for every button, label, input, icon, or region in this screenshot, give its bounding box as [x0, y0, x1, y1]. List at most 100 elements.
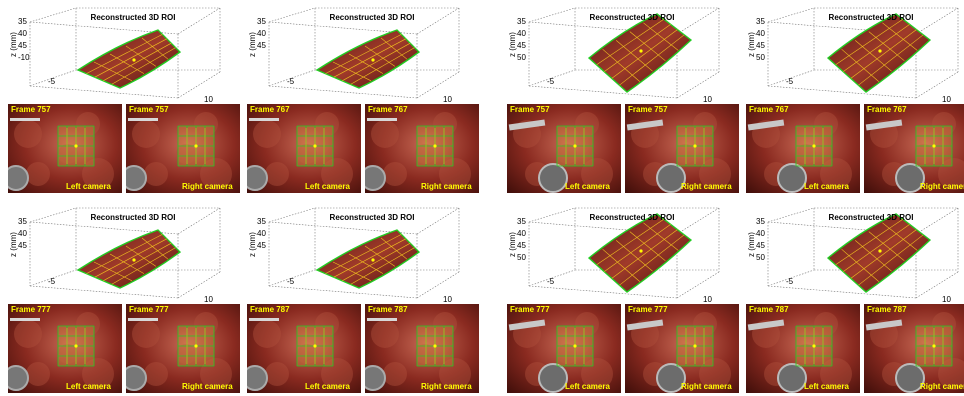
- z-tick-label: 50: [756, 53, 765, 62]
- x-tick-label: -5: [287, 277, 295, 286]
- stereo-camera-pair: Frame 757 Left camera Frame 757 Right camer…: [507, 104, 743, 193]
- roi-grid-overlay: [915, 125, 953, 167]
- z-tick-label: 40: [257, 229, 266, 238]
- roi-grid-overlay: [915, 325, 953, 367]
- endoscope-image: [625, 104, 739, 193]
- z-axis-label: z (mm): [746, 32, 756, 57]
- left-camera-view: Frame 777 Left camera: [507, 304, 621, 393]
- right-camera-label: Right camera: [681, 182, 732, 191]
- reconstruction-panel: Reconstructed 3D ROI z (mm) 35 40 45 50 -5 10 Fr…: [507, 0, 743, 193]
- endoscope-image: [507, 104, 621, 193]
- endoscope-image: [247, 304, 361, 393]
- roi-grid-overlay: [177, 125, 215, 167]
- right-camera-view: Frame 767 Right camera: [864, 104, 964, 193]
- left-camera-label: Left camera: [804, 182, 849, 191]
- roi-surface: [587, 213, 693, 293]
- x-tick-label: 10: [703, 95, 712, 104]
- z-tick-label: 40: [18, 29, 27, 38]
- z-tick-label: 40: [18, 229, 27, 238]
- roi-title: Reconstructed 3D ROI: [589, 13, 675, 22]
- endoscope-image: [8, 304, 122, 393]
- z-tick-label: 35: [517, 17, 526, 26]
- roi-3d-axes: [528, 7, 720, 99]
- roi-3d-axes: [29, 207, 221, 299]
- x-tick-label: 10: [703, 295, 712, 304]
- left-camera-view: Frame 787 Left camera: [746, 304, 860, 393]
- roi-surface: [826, 213, 932, 293]
- roi-center-point: [639, 249, 643, 253]
- z-tick-label: 45: [756, 241, 765, 250]
- endoscope-image: [247, 104, 361, 193]
- roi-center-point: [371, 58, 375, 62]
- left-camera-view: Frame 767 Left camera: [247, 104, 361, 193]
- endoscope-image: [746, 104, 860, 193]
- roi-title: Reconstructed 3D ROI: [329, 13, 415, 22]
- x-tick-label: 10: [204, 295, 213, 304]
- endoscope-image: [365, 104, 479, 193]
- x-tick-label: 10: [204, 95, 213, 104]
- reconstruction-panel: Reconstructed 3D ROI z (mm) 35 40 45 50 -5 10 Fr…: [746, 0, 964, 193]
- roi-center-point: [132, 58, 136, 62]
- stereo-camera-pair: Frame 767 Left camera Frame 767 Right camer…: [247, 104, 483, 193]
- roi-grid-overlay: [556, 125, 594, 167]
- roi-center-point: [878, 49, 882, 53]
- z-axis-label: z (mm): [247, 232, 257, 257]
- z-tick-label: 50: [517, 53, 526, 62]
- right-camera-label: Right camera: [421, 182, 472, 191]
- endoscope-image: [126, 104, 240, 193]
- frame-number-label: Frame 777: [129, 305, 169, 314]
- right-camera-view: Frame 757 Right camera: [126, 104, 240, 193]
- z-tick-label: 35: [517, 217, 526, 226]
- endoscope-image: [365, 304, 479, 393]
- right-camera-view: Frame 777 Right camera: [625, 304, 739, 393]
- right-camera-label: Right camera: [920, 382, 964, 391]
- x-tick-label: -5: [547, 77, 555, 86]
- endoscope-image: [8, 104, 122, 193]
- z-tick-label: 45: [517, 41, 526, 50]
- roi-3d-axes: [29, 7, 221, 99]
- z-tick-label: 35: [257, 17, 266, 26]
- stereo-camera-pair: Frame 767 Left camera Frame 767 Right camer…: [746, 104, 964, 193]
- z-tick-label: 40: [517, 29, 526, 38]
- stereo-camera-pair: Frame 787 Left camera Frame 787 Right camer…: [247, 304, 483, 393]
- frame-number-label: Frame 777: [510, 305, 550, 314]
- z-axis-label: z (mm): [746, 232, 756, 257]
- roi-grid-overlay: [676, 125, 714, 167]
- z-tick-label: 45: [517, 241, 526, 250]
- frame-number-label: Frame 777: [628, 305, 668, 314]
- z-tick-label: 45: [18, 41, 27, 50]
- left-camera-label: Left camera: [305, 182, 350, 191]
- roi-3d-plot: Reconstructed 3D ROI z (mm) 35 40 45 50 -5 10: [507, 200, 743, 304]
- roi-title: Reconstructed 3D ROI: [828, 213, 914, 222]
- z-tick-label: 50: [517, 253, 526, 262]
- endoscope-image: [507, 304, 621, 393]
- right-camera-view: Frame 787 Right camera: [864, 304, 964, 393]
- stereo-camera-pair: Frame 757 Left camera Frame 757 Right camer…: [8, 104, 244, 193]
- right-camera-label: Right camera: [681, 382, 732, 391]
- right-camera-view: Frame 757 Right camera: [625, 104, 739, 193]
- z-axis-label: z (mm): [8, 32, 18, 57]
- stereo-camera-pair: Frame 787 Left camera Frame 787 Right camer…: [746, 304, 964, 393]
- roi-grid-overlay: [296, 125, 334, 167]
- roi-3d-axes: [767, 207, 959, 299]
- x-tick-label: 10: [942, 295, 951, 304]
- x-tick-label: 10: [443, 95, 452, 104]
- z-axis-label: z (mm): [507, 232, 517, 257]
- roi-grid-overlay: [676, 325, 714, 367]
- x-tick-label: -5: [48, 77, 56, 86]
- z-tick-label: 40: [756, 229, 765, 238]
- roi-3d-plot: Reconstructed 3D ROI z (mm) 35 40 45 -5 10: [247, 200, 483, 304]
- left-camera-view: Frame 757 Left camera: [507, 104, 621, 193]
- endoscope-image: [625, 304, 739, 393]
- roi-3d-axes: [268, 7, 460, 99]
- left-camera-view: Frame 767 Left camera: [746, 104, 860, 193]
- frame-number-label: Frame 787: [749, 305, 789, 314]
- roi-center-point: [639, 49, 643, 53]
- x-tick-label: -5: [786, 77, 794, 86]
- z-tick-label: 35: [756, 17, 765, 26]
- z-tick-label: 45: [257, 41, 266, 50]
- x-tick-label: 10: [942, 95, 951, 104]
- roi-surface: [587, 13, 693, 93]
- stereo-camera-pair: Frame 777 Left camera Frame 777 Right camer…: [8, 304, 244, 393]
- left-camera-view: Frame 787 Left camera: [247, 304, 361, 393]
